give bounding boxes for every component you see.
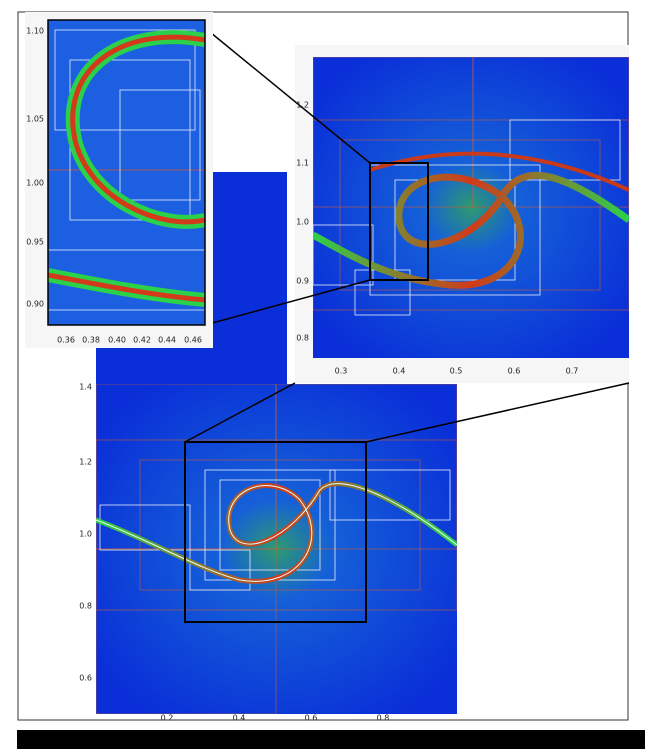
x-tick-label: 0.38 [82, 336, 100, 345]
x-tick-label: 0.3 [335, 367, 348, 376]
x-tick-label: 0.4 [393, 367, 406, 376]
x-tick-label: 0.46 [184, 336, 202, 345]
x-tick-label: 0.4 [233, 714, 246, 723]
x-tick-label: 0.6 [508, 367, 521, 376]
x-tick-label: 0.7 [566, 367, 579, 376]
panel-2-image [313, 57, 629, 358]
y-tick-label: 1.00 [26, 179, 44, 188]
y-tick-label: 1.4 [79, 383, 92, 392]
bottom-bar [17, 730, 645, 749]
y-tick-label: 0.8 [79, 602, 92, 611]
x-tick-label: 0.2 [161, 714, 174, 723]
y-tick-label: 0.95 [26, 238, 44, 247]
x-tick-label: 0.5 [450, 367, 463, 376]
figure: 1.10 1.05 1.00 0.95 0.90 0.36 0.38 0.40 0.42 0.44… [0, 0, 645, 749]
x-tick-label: 0.8 [377, 714, 390, 723]
x-tick-label: 0.36 [57, 336, 75, 345]
y-tick-label: 1.2 [79, 458, 92, 467]
y-tick-label: 1.2 [296, 101, 309, 110]
y-tick-label: 1.0 [79, 530, 92, 539]
x-tick-label: 0.40 [108, 336, 126, 345]
x-tick-label: 0.6 [305, 714, 318, 723]
y-tick-label: 1.0 [296, 218, 309, 227]
y-tick-label: 0.8 [296, 334, 309, 343]
y-tick-label: 0.9 [296, 277, 309, 286]
y-tick-label: 1.05 [26, 115, 44, 124]
y-tick-label: 0.90 [26, 300, 44, 309]
x-tick-label: 0.42 [133, 336, 151, 345]
y-tick-label: 1.10 [26, 27, 44, 36]
x-tick-label: 0.44 [158, 336, 176, 345]
y-tick-label: 0.6 [79, 674, 92, 683]
y-tick-label: 1.1 [296, 159, 309, 168]
panel-1-image [48, 20, 205, 325]
